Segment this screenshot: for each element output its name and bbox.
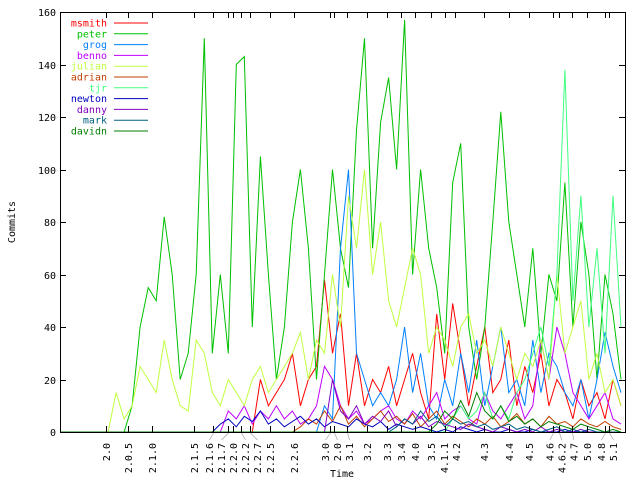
x-tick-label: 4.3 <box>480 443 491 461</box>
axes: 0 20 40 60 80 100 120 140 160 2.0 2.0.5 2.1.0 2.1.5 2… <box>38 8 625 473</box>
x-tick-leader <box>601 432 606 441</box>
legend-label-benno: benno <box>77 51 107 62</box>
x-tick-label: 3.1 <box>345 443 356 461</box>
x-axis-label: Time <box>330 469 354 480</box>
x-tick-label: 5.1 <box>609 443 620 461</box>
x-tick-label: 4.2 <box>452 443 463 461</box>
y-tick-label: 160 <box>38 8 56 19</box>
y-tick-label: 20 <box>44 376 56 387</box>
y-tick-label: 80 <box>44 218 56 229</box>
legend-label-davidn: davidn <box>71 127 107 138</box>
x-tick-label: 2.0.5 <box>124 443 135 473</box>
x-tick-label: 2.2.6 <box>290 443 301 473</box>
legend: msmithpetergrogbennojulianadriantjrnewto… <box>71 19 148 138</box>
x-tick-label: 3.5 <box>427 443 438 461</box>
legend-label-grog: grog <box>83 40 107 51</box>
x-tick-leader <box>325 432 331 441</box>
legend-label-msmith: msmith <box>71 19 107 30</box>
x-tick-label: 3.0 <box>321 443 332 461</box>
x-tick-leader <box>241 432 246 441</box>
legend-label-danny: danny <box>77 105 107 116</box>
series-lines <box>60 19 622 433</box>
x-tick-label: 4.6 <box>545 443 556 461</box>
x-tick-label: 4.1.1 <box>440 443 451 473</box>
x-tick-leader <box>559 432 563 441</box>
x-tick-label: 2.2.2 <box>241 443 252 473</box>
legend-label-julian: julian <box>71 62 107 73</box>
legend-label-tjr: tjr <box>89 83 107 94</box>
series-line-davidn <box>60 391 622 433</box>
y-tick-label: 40 <box>44 323 56 334</box>
x-tick-label: 2.1.7 <box>217 443 228 473</box>
x-tick-label: 2.1.5 <box>190 443 201 473</box>
series-line-julian <box>60 169 622 433</box>
y-tick-label: 100 <box>38 166 56 177</box>
x-tick-label: 4.4 <box>505 443 516 461</box>
x-tick-label: 2.2.0 <box>229 443 240 473</box>
x-tick-label: 4.5 <box>525 443 536 461</box>
legend-label-newton: newton <box>71 94 107 105</box>
x-tick-label: 3.3 <box>383 443 394 461</box>
x-tick-leader <box>549 432 554 441</box>
x-tick-label: 2.1.0 <box>148 443 159 473</box>
x-tick-label: 4.8 <box>597 443 608 461</box>
x-tick-leader <box>250 432 258 441</box>
x-tick-label: 4.7 <box>569 443 580 461</box>
x-tick-label: 4.0 <box>411 443 422 461</box>
x-tick-leader <box>209 432 214 441</box>
x-tick-leader <box>347 432 350 441</box>
series-line-benno <box>60 326 622 433</box>
x-tick-leader <box>221 432 229 441</box>
x-tick-label: 4.6.2 <box>557 443 568 473</box>
y-tick-label: 120 <box>38 113 56 124</box>
legend-label-peter: peter <box>77 29 107 40</box>
legend-label-adrian: adrian <box>71 73 107 84</box>
x-tick-leader <box>572 432 575 441</box>
y-tick-label: 140 <box>38 61 56 72</box>
x-tick-leader <box>334 432 338 441</box>
y-tick-label: 0 <box>50 428 56 439</box>
x-tick-label: 2.2.7 <box>253 443 264 473</box>
y-tick-label: 60 <box>44 271 56 282</box>
x-tick-label: 3.2 <box>363 443 374 461</box>
x-tick-label: 2.0 <box>333 443 344 461</box>
y-axis-label: Commits <box>7 201 18 243</box>
legend-label-mark: mark <box>83 116 107 127</box>
x-tick-leader <box>609 432 614 441</box>
x-tick-label: 5.0 <box>583 443 594 461</box>
x-tick-label: 2.1.6 <box>205 443 216 473</box>
x-tick-label: 2.0 <box>102 443 113 461</box>
x-tick-label: 2.2.5 <box>266 443 277 473</box>
x-tick-label: 3.4 <box>397 443 408 461</box>
